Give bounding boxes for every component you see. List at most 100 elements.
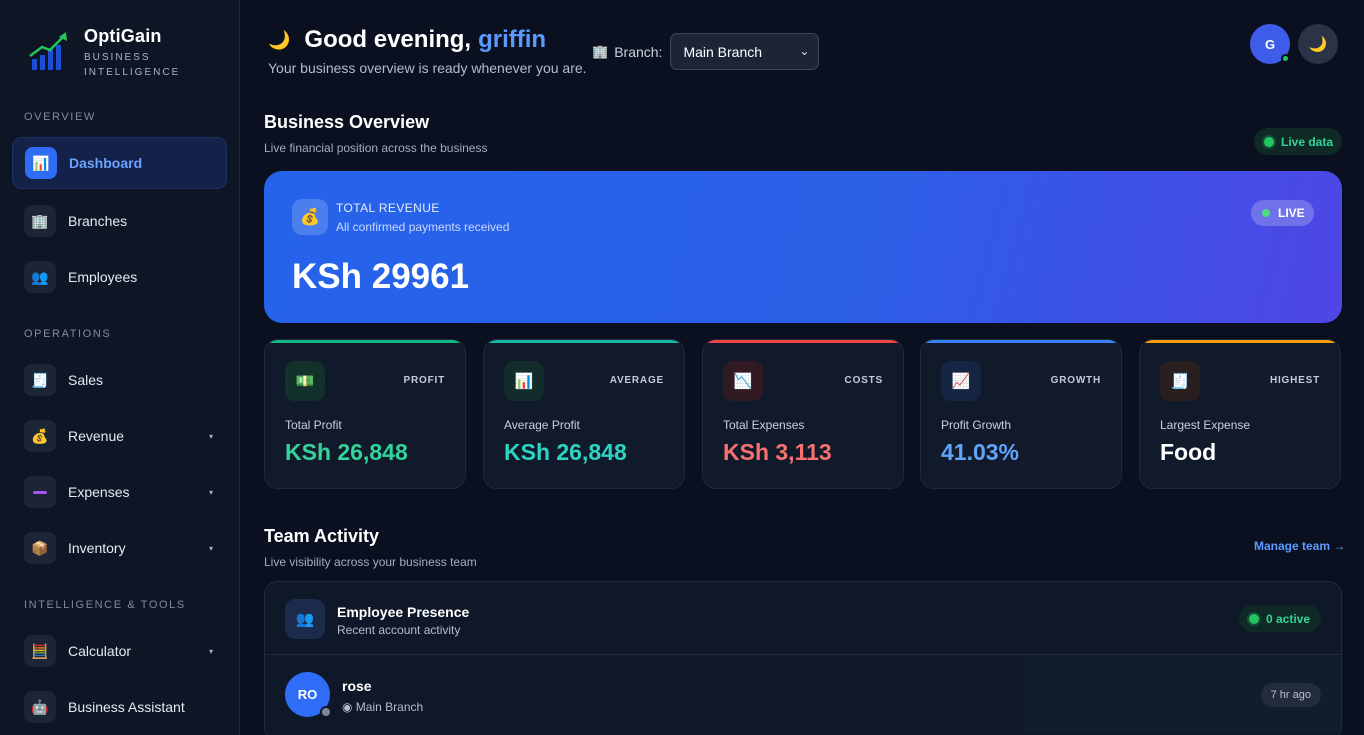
stat-label: Average Profit: [504, 418, 580, 432]
stat-value: 41.03%: [941, 439, 1020, 465]
total-revenue-value: KSh 29961: [292, 257, 470, 296]
stat-accent-bar: [484, 340, 684, 343]
sidebar-item-revenue[interactable]: 💰 Revenue ▾: [12, 410, 227, 462]
stat-card-highest[interactable]: 🧾 HIGHEST Largest Expense Food: [1139, 339, 1341, 489]
building-icon: 🏢: [24, 205, 56, 237]
sidebar-item-label: Expenses: [68, 484, 130, 500]
employee-presence-title: Employee Presence: [337, 604, 470, 620]
sidebar-item-branches[interactable]: 🏢 Branches: [12, 195, 227, 247]
overview-title: Business Overview: [264, 112, 430, 132]
active-count-badge: 0 active: [1239, 605, 1321, 632]
cash-icon: 💵: [285, 361, 325, 401]
stat-card-costs[interactable]: 📉 COSTS Total Expenses KSh 3,113: [702, 339, 904, 489]
chevron-down-icon[interactable]: ▾: [208, 431, 213, 441]
stat-card-average[interactable]: 📊 AVERAGE Average Profit KSh 26,848: [483, 339, 685, 489]
team-activity-subtitle: Live visibility across your business tea…: [264, 555, 477, 569]
stat-value: KSh 3,113: [723, 439, 832, 465]
stat-label: Total Expenses: [723, 418, 805, 432]
overview-subtitle: Live financial position across the busin…: [264, 141, 488, 155]
sidebar: OptiGain BUSINESS INTELLIGENCE OVERVIEW …: [0, 0, 240, 735]
package-icon: 📦: [24, 532, 56, 564]
greeting-text: Good evening,: [304, 26, 472, 53]
list-item[interactable]: RO rose ◉ Main Branch 7 hr ago: [265, 656, 1341, 734]
sidebar-item-inventory[interactable]: 📦 Inventory ▾: [12, 522, 227, 574]
nav-section-overview: OVERVIEW: [24, 111, 96, 123]
greeting: 🌙 Good evening, griffin Your business ov…: [268, 26, 587, 76]
offline-status-dot: [320, 706, 332, 718]
team-activity-title: Team Activity: [264, 526, 380, 546]
branch-select[interactable]: Main Branch ⌄: [670, 33, 820, 70]
live-dot-icon: [1262, 209, 1270, 217]
chevron-down-icon[interactable]: ▾: [208, 646, 213, 656]
money-bag-icon: 💰: [292, 199, 328, 235]
total-revenue-label: TOTAL REVENUE: [336, 201, 440, 215]
calculator-icon: 🧮: [24, 635, 56, 667]
stat-label: Largest Expense: [1160, 418, 1251, 432]
theme-toggle-button[interactable]: 🌙: [1298, 24, 1338, 64]
live-dot-icon: [1264, 136, 1274, 147]
employee-presence-panel: 👥 Employee Presence Recent account activ…: [264, 581, 1342, 735]
avatar-initial: G: [1264, 36, 1276, 52]
member-branch: ◉ Main Branch: [342, 700, 424, 714]
active-count-label: 0 active: [1266, 611, 1311, 626]
sidebar-item-calculator[interactable]: 🧮 Calculator ▾: [12, 625, 227, 677]
chevron-down-icon[interactable]: ▾: [208, 487, 213, 497]
stat-tag: COSTS: [844, 375, 883, 386]
stat-accent-bar: [703, 340, 903, 343]
stat-accent-bar: [265, 340, 465, 343]
sidebar-item-label: Inventory: [68, 540, 126, 556]
greeting-subtitle: Your business overview is ready whenever…: [268, 60, 587, 76]
stat-label: Total Profit: [285, 418, 342, 432]
sidebar-item-label: Calculator: [68, 643, 132, 659]
sidebar-item-dashboard[interactable]: 📊 Dashboard: [12, 137, 227, 189]
stat-tag: PROFIT: [403, 375, 445, 386]
receipt-icon: 🧾: [24, 364, 56, 396]
sidebar-item-business-assistant[interactable]: 🤖 Business Assistant: [12, 681, 227, 733]
stat-label: Profit Growth: [941, 418, 1012, 432]
sidebar-item-expenses[interactable]: Expenses ▾: [12, 466, 227, 518]
moon-icon: 🌙: [268, 29, 291, 50]
building-icon: 🏢: [592, 43, 609, 59]
stat-value: Food: [1160, 439, 1217, 465]
employee-presence-header: 👥 Employee Presence Recent account activ…: [265, 582, 1341, 655]
avatar[interactable]: G: [1250, 24, 1290, 64]
chart-up-icon: 📈: [941, 361, 981, 401]
money-bag-icon: 💰: [24, 420, 56, 452]
active-dot-icon: [1249, 613, 1259, 624]
manage-team-link[interactable]: Manage team →: [1254, 539, 1346, 553]
chevron-down-icon[interactable]: ▾: [208, 543, 213, 553]
stat-card-profit[interactable]: 💵 PROFIT Total Profit KSh 26,848: [264, 339, 466, 489]
sidebar-item-label: Employees: [68, 269, 138, 285]
sidebar-item-label: Dashboard: [69, 155, 143, 171]
member-name: rose: [342, 678, 372, 694]
live-data-label: Live data: [1281, 134, 1334, 149]
stat-value: KSh 26,848: [504, 439, 627, 465]
bar-chart-icon: 📊: [25, 147, 57, 179]
brand[interactable]: OptiGain BUSINESS INTELLIGENCE: [28, 26, 184, 80]
bar-chart-icon: 📊: [504, 361, 544, 401]
employee-presence-subtitle: Recent account activity: [337, 623, 461, 637]
brand-subtitle: BUSINESS INTELLIGENCE: [84, 52, 181, 78]
receipt-icon: 🧾: [1160, 361, 1200, 401]
chart-down-icon: 📉: [723, 361, 763, 401]
live-data-badge: Live data: [1254, 128, 1342, 155]
sidebar-item-label: Branches: [68, 213, 128, 229]
avatar: RO: [285, 672, 332, 718]
sidebar-item-employees[interactable]: 👥 Employees: [12, 251, 227, 303]
minus-icon: [24, 476, 56, 508]
robot-icon: 🤖: [24, 691, 56, 723]
sidebar-item-sales[interactable]: 🧾 Sales: [12, 354, 227, 406]
total-revenue-card[interactable]: 💰 TOTAL REVENUE All confirmed payments r…: [264, 171, 1342, 323]
live-badge-label: LIVE: [1278, 206, 1305, 220]
brand-logo-icon: [28, 26, 70, 72]
live-badge: LIVE: [1251, 200, 1314, 226]
stat-card-growth[interactable]: 📈 GROWTH Profit Growth 41.03%: [920, 339, 1122, 489]
moon-icon: 🌙: [1308, 36, 1328, 53]
sidebar-item-label: Revenue: [68, 428, 125, 444]
stat-value: KSh 26,848: [285, 439, 408, 465]
stat-tag: GROWTH: [1050, 375, 1101, 386]
people-icon: 👥: [285, 599, 325, 639]
sidebar-item-label: Business Assistant: [68, 699, 185, 715]
branch-picker: 🏢 Branch: Main Branch ⌄: [592, 33, 820, 70]
stat-tag: AVERAGE: [609, 375, 664, 386]
